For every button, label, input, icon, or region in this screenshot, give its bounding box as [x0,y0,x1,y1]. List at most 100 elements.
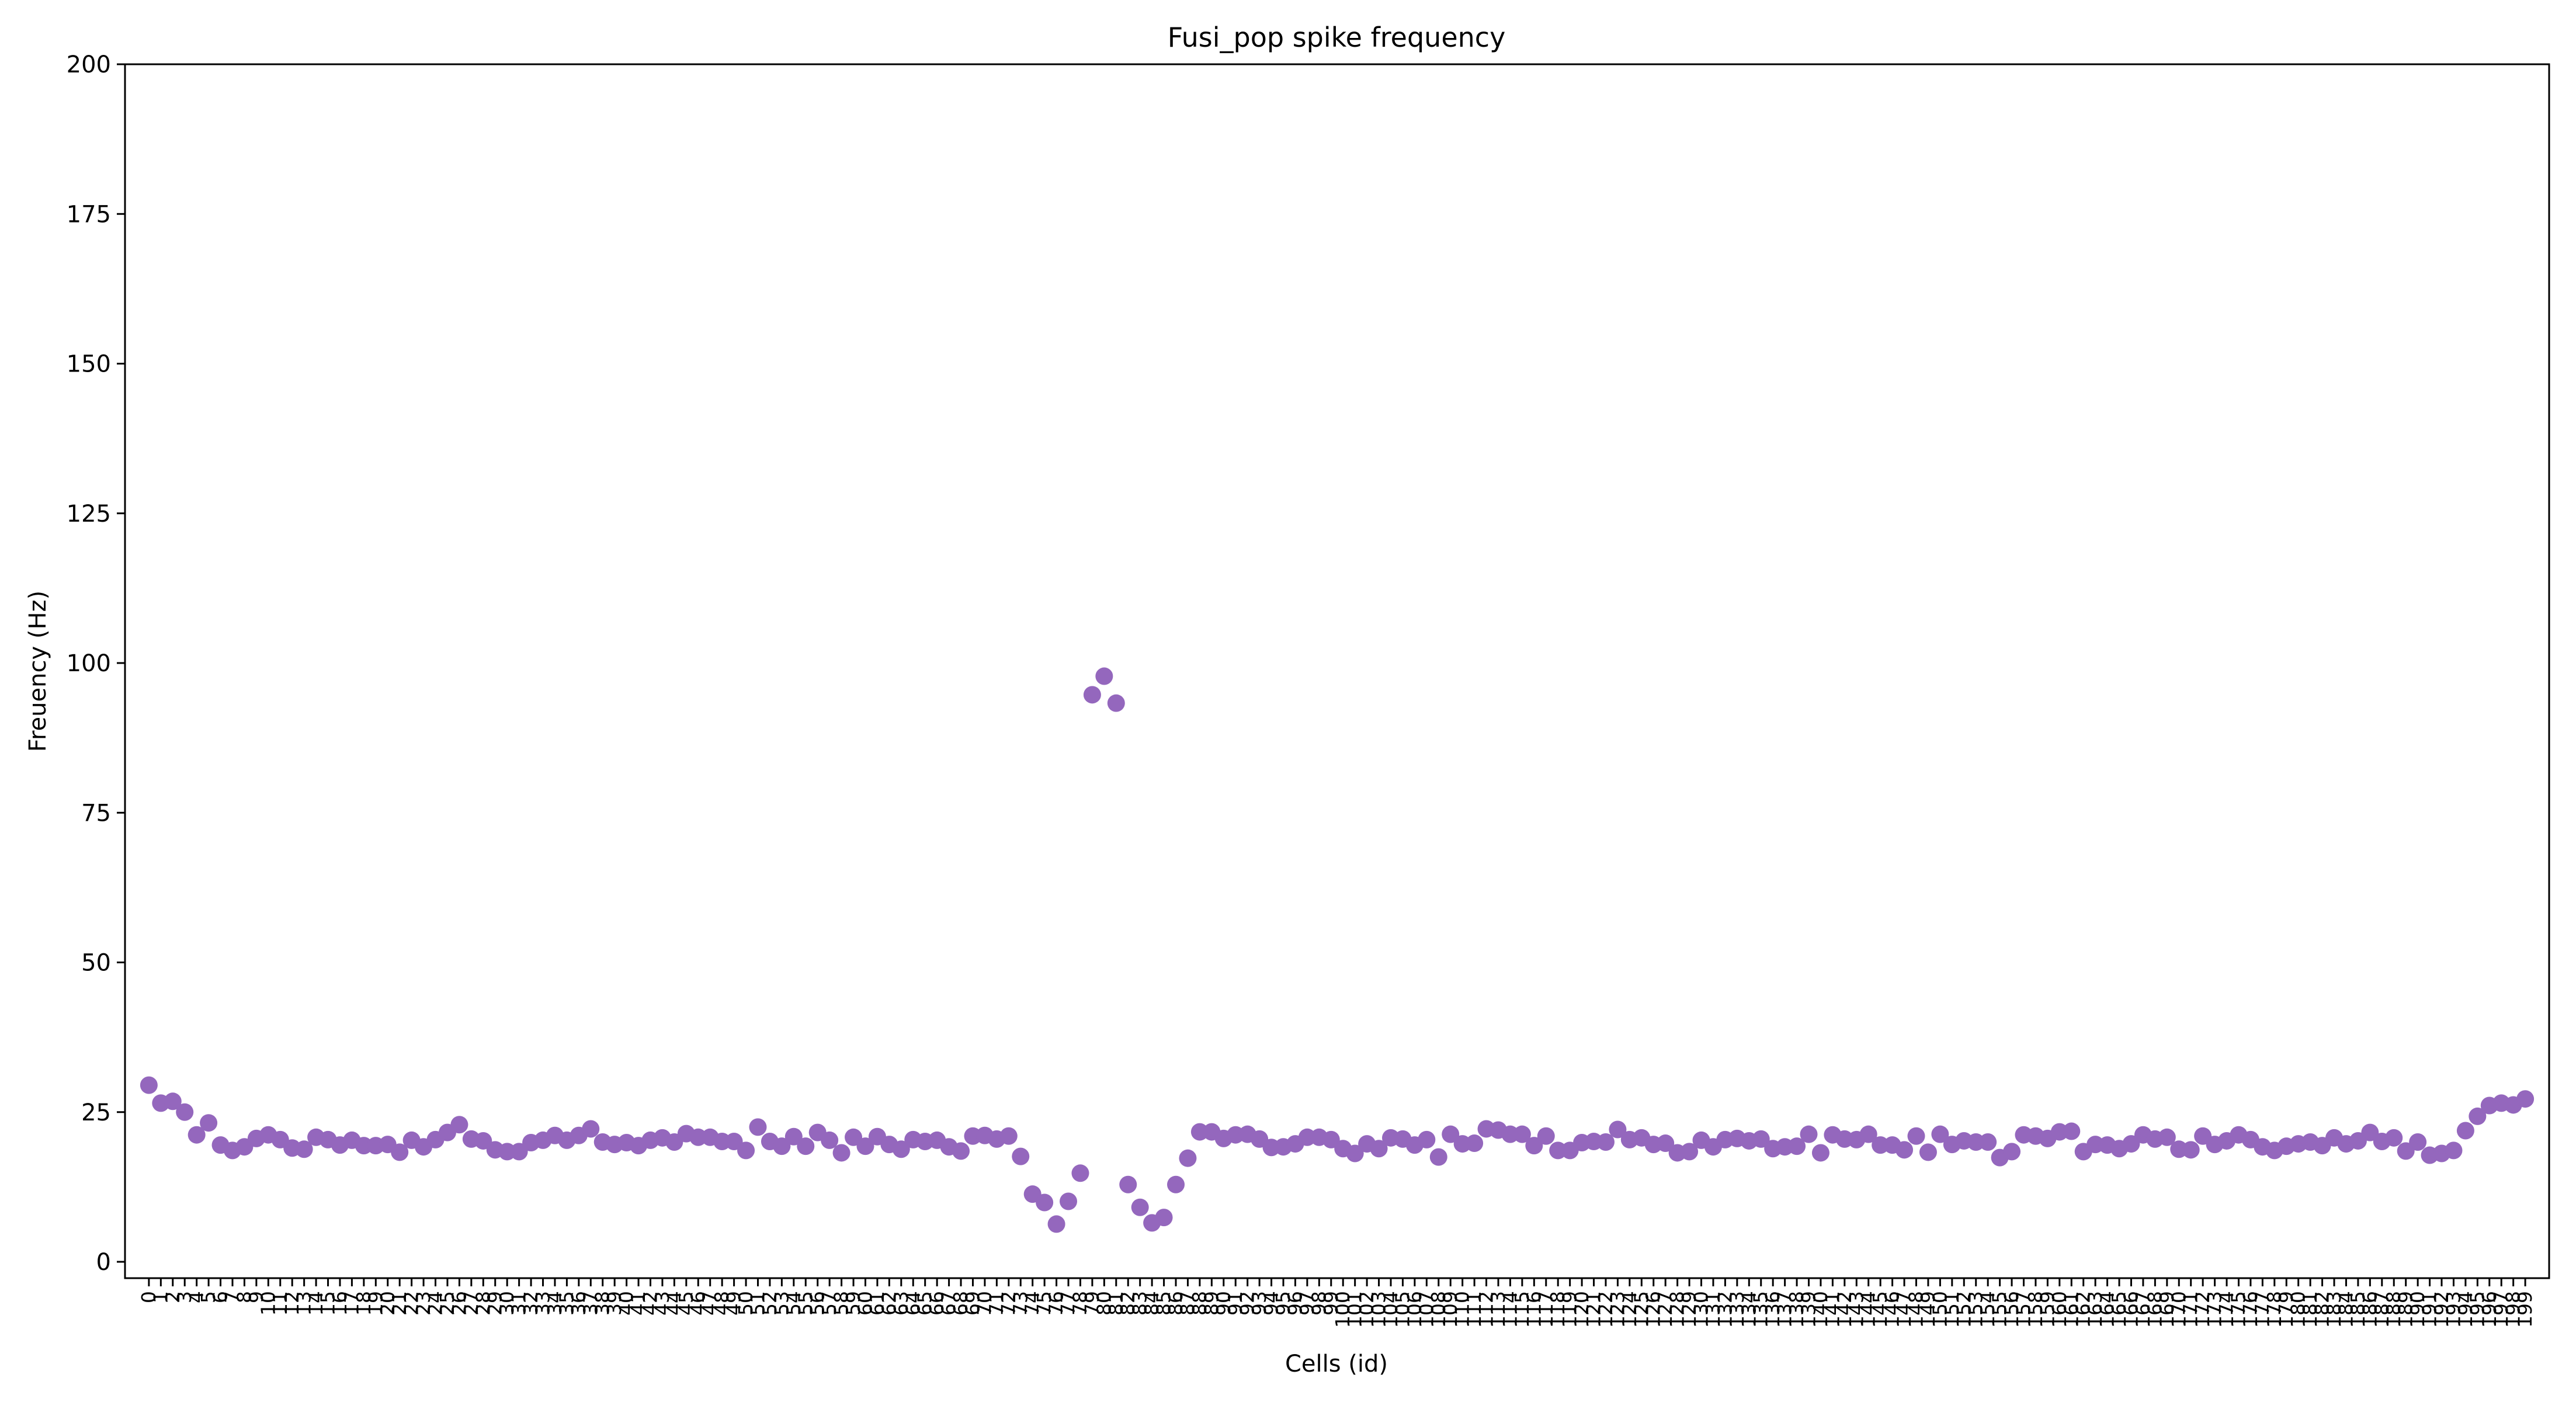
x-tick-label-95: 95 [1272,1291,1294,1316]
x-tick-label-144: 144 [1857,1291,1880,1328]
x-tick-label-60: 60 [853,1291,876,1316]
x-tick-label-157: 157 [2012,1291,2035,1328]
x-tick-label-103: 103 [1367,1291,1390,1328]
data-point-111 [1466,1134,1484,1153]
x-tick-label-137: 137 [1773,1291,1796,1328]
x-tick-label-13: 13 [293,1291,315,1316]
x-tick-label-182: 182 [2311,1291,2334,1328]
x-tick-label-161: 161 [2060,1291,2082,1328]
x-tick-label-106: 106 [1403,1291,1426,1328]
x-tick-label-160: 160 [2048,1291,2071,1328]
x-tick-label-96: 96 [1283,1291,1306,1316]
data-point-72 [999,1127,1018,1145]
x-tick-label-78: 78 [1068,1291,1091,1316]
x-tick-label-53: 53 [770,1291,793,1316]
x-tick-label-56: 56 [806,1291,829,1316]
x-tick-label-87: 87 [1176,1291,1199,1316]
x-tick-label-140: 140 [1809,1291,1832,1328]
y-tick-label-100: 100 [67,650,111,677]
x-tick-label-22: 22 [400,1291,423,1316]
data-point-2 [164,1092,182,1111]
x-tick-label-141: 141 [1821,1291,1844,1328]
x-tick-label-58: 58 [830,1291,853,1316]
x-tick-label-88: 88 [1188,1291,1211,1316]
x-tick-label-30: 30 [495,1291,518,1316]
x-tick-label-124: 124 [1618,1291,1641,1328]
x-tick-label-109: 109 [1439,1291,1461,1328]
data-point-75 [1036,1193,1054,1212]
x-tick-label-45: 45 [675,1291,697,1316]
x-tick-label-94: 94 [1260,1291,1283,1316]
x-tick-label-2: 2 [161,1291,184,1303]
x-tick-label-68: 68 [949,1291,972,1316]
x-tick-label-148: 148 [1905,1291,1928,1328]
data-point-190 [2409,1133,2427,1151]
data-point-156 [2003,1143,2021,1161]
x-tick-label-150: 150 [1928,1291,1951,1328]
data-point-77 [1060,1192,1078,1210]
data-point-58 [832,1144,850,1162]
x-tick-label-0: 0 [137,1291,160,1303]
x-tick-label-101: 101 [1343,1291,1366,1328]
x-tick-label-46: 46 [686,1291,709,1316]
data-point-82 [1119,1175,1137,1193]
x-tick-label-177: 177 [2251,1291,2273,1328]
x-tick-label-93: 93 [1248,1291,1270,1316]
x-tick-label-117: 117 [1535,1291,1557,1328]
data-point-0 [140,1076,158,1094]
x-tick-label-104: 104 [1379,1291,1402,1328]
x-tick-label-194: 194 [2454,1291,2477,1328]
data-point-60 [856,1137,874,1155]
data-point-195 [2469,1107,2487,1125]
data-point-68 [952,1142,970,1160]
x-tick-label-90: 90 [1212,1291,1235,1316]
x-tick-label-25: 25 [436,1291,459,1316]
x-tick-label-86: 86 [1164,1291,1187,1316]
x-tick-label-123: 123 [1606,1291,1629,1328]
x-tick-label-107: 107 [1415,1291,1438,1328]
data-point-148 [1907,1127,1925,1145]
plot-frame [124,63,2550,1279]
data-point-122 [1596,1133,1615,1151]
x-tick-label-134: 134 [1737,1291,1760,1328]
data-point-161 [2063,1122,2081,1140]
x-tick-label-138: 138 [1785,1291,1808,1328]
x-tick-label-65: 65 [914,1291,936,1316]
x-tick-label-89: 89 [1200,1291,1223,1316]
data-point-189 [2397,1142,2415,1160]
x-tick-label-35: 35 [555,1291,578,1316]
x-tick-label-112: 112 [1475,1291,1498,1328]
x-tick-label-108: 108 [1427,1291,1450,1328]
x-tick-label-59: 59 [842,1291,865,1316]
x-tick-label-57: 57 [818,1291,841,1316]
x-tick-label-33: 33 [532,1291,554,1316]
data-point-169 [2158,1128,2176,1146]
x-tick-label-145: 145 [1869,1291,1891,1328]
x-tick-label-153: 153 [1964,1291,1987,1328]
x-tick-label-149: 149 [1917,1291,1939,1328]
x-tick-label-151: 151 [1940,1291,1963,1328]
x-tick-label-167: 167 [2131,1291,2154,1328]
x-tick-label-196: 196 [2478,1291,2501,1328]
x-tick-label-26: 26 [447,1291,470,1316]
x-tick-label-29: 29 [484,1291,506,1316]
data-point-53 [773,1137,791,1155]
x-tick-label-147: 147 [1893,1291,1915,1328]
x-tick-label-81: 81 [1105,1291,1127,1316]
x-tick-label-130: 130 [1690,1291,1713,1328]
x-tick-label-4: 4 [185,1291,208,1303]
data-point-199 [2516,1090,2535,1108]
x-tick-label-162: 162 [2072,1291,2095,1328]
data-point-3 [176,1103,194,1121]
data-point-109 [1442,1125,1460,1143]
data-point-86 [1167,1175,1185,1193]
x-tick-label-5: 5 [197,1291,220,1303]
x-tick-label-76: 76 [1045,1291,1068,1316]
x-tick-label-1: 1 [149,1291,172,1303]
x-tick-label-176: 176 [2239,1291,2262,1328]
x-tick-label-166: 166 [2119,1291,2142,1328]
x-tick-label-66: 66 [925,1291,948,1316]
x-tick-label-73: 73 [1009,1291,1032,1316]
x-tick-label-77: 77 [1057,1291,1079,1316]
